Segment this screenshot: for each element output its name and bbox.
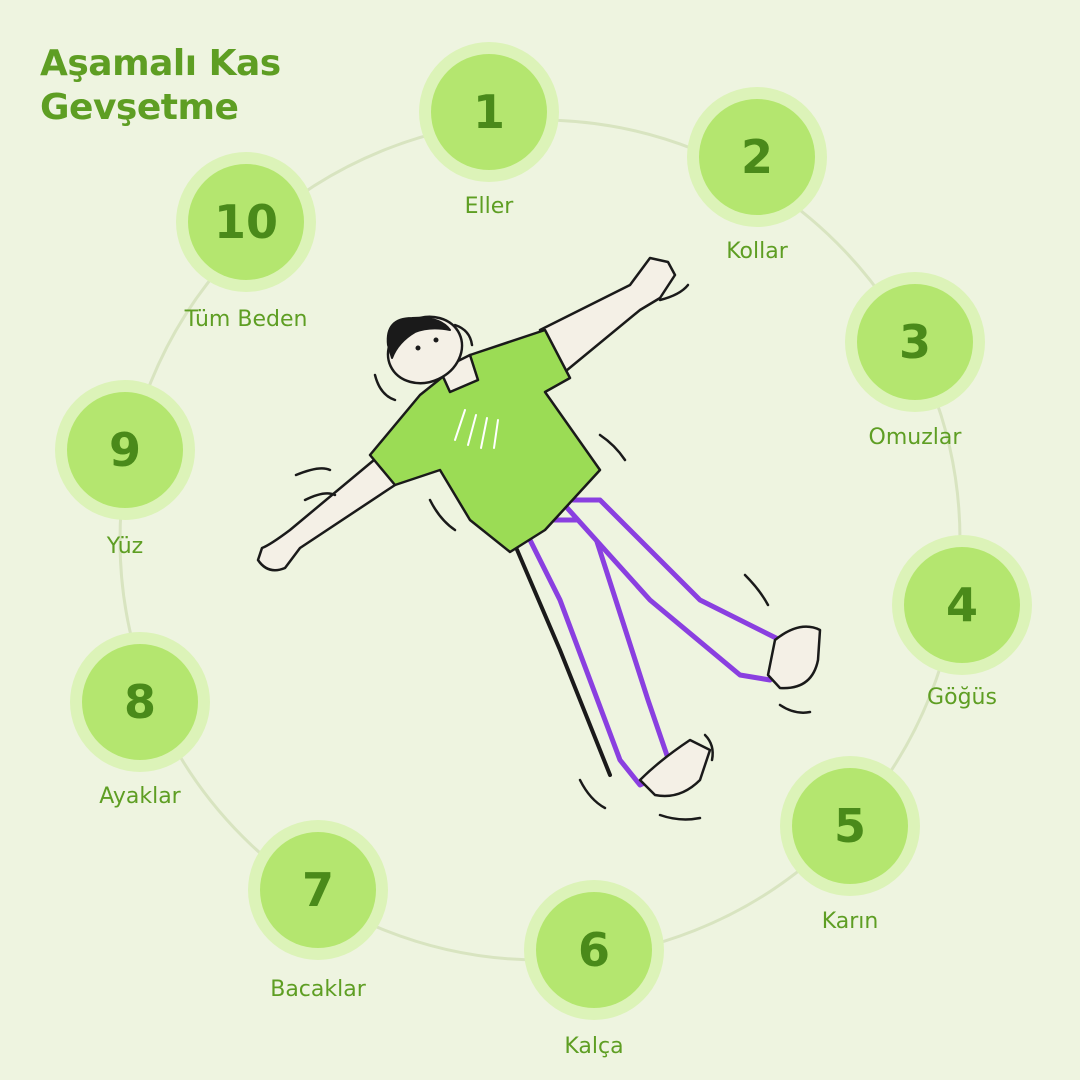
step-number: 5 xyxy=(833,799,866,853)
step-disc: 6 xyxy=(536,892,652,1008)
step-disc: 10 xyxy=(188,164,304,280)
step-3: 3 xyxy=(840,267,990,417)
neck xyxy=(438,353,480,394)
relaxation-motion-marks xyxy=(294,283,812,821)
step-label: Eller xyxy=(464,194,514,219)
step-label: Bacaklar xyxy=(270,977,366,1002)
shirt-stripes xyxy=(454,409,499,449)
step-6: 6 xyxy=(519,875,669,1025)
right-arm xyxy=(538,256,677,382)
step-number: 3 xyxy=(898,315,931,369)
step-2: 2 xyxy=(682,82,832,232)
step-disc: 8 xyxy=(82,644,198,760)
step-disc: 3 xyxy=(857,284,973,400)
step-label: Yüz xyxy=(106,534,144,559)
step-disc: 7 xyxy=(260,832,376,948)
step-disc: 5 xyxy=(792,768,908,884)
step-label: Göğüs xyxy=(927,685,997,710)
step-number: 10 xyxy=(213,195,278,249)
step-4: 4 xyxy=(887,530,1037,680)
eye-right xyxy=(433,337,439,343)
shirt xyxy=(368,328,602,554)
step-number: 6 xyxy=(577,923,610,977)
step-label: Karın xyxy=(821,909,879,934)
hair xyxy=(386,316,451,359)
step-label: Omuzlar xyxy=(868,425,962,450)
step-disc: 1 xyxy=(431,54,547,170)
step-label: Kollar xyxy=(726,239,788,264)
step-number: 8 xyxy=(123,675,156,729)
title-line-2: Gevşetme xyxy=(40,87,239,128)
step-disc: 9 xyxy=(67,392,183,508)
step-9: 9 xyxy=(50,375,200,525)
step-number: 2 xyxy=(740,130,773,184)
step-8: 8 xyxy=(65,627,215,777)
person-lying-illustration xyxy=(256,256,822,821)
left-foot xyxy=(638,738,712,798)
step-number: 9 xyxy=(108,423,141,477)
eye-left xyxy=(415,345,421,351)
step-number: 4 xyxy=(945,578,978,632)
step-number: 1 xyxy=(472,85,505,139)
step-1: 1 xyxy=(414,37,564,187)
step-10: 10 xyxy=(171,147,321,297)
left-arm xyxy=(256,453,397,572)
step-7: 7 xyxy=(243,815,393,965)
step-5: 5 xyxy=(775,751,925,901)
step-disc: 2 xyxy=(699,99,815,215)
pants-shadow xyxy=(513,543,612,777)
step-label: Ayaklar xyxy=(99,784,181,809)
page-title: Aşamalı Kas Gevşetme xyxy=(40,42,281,130)
step-label: Kalça xyxy=(564,1034,624,1059)
step-number: 7 xyxy=(301,863,334,917)
title-line-1: Aşamalı Kas xyxy=(40,43,281,84)
step-label: Tüm Beden xyxy=(184,307,308,332)
step-disc: 4 xyxy=(904,547,1020,663)
right-foot xyxy=(766,625,822,690)
